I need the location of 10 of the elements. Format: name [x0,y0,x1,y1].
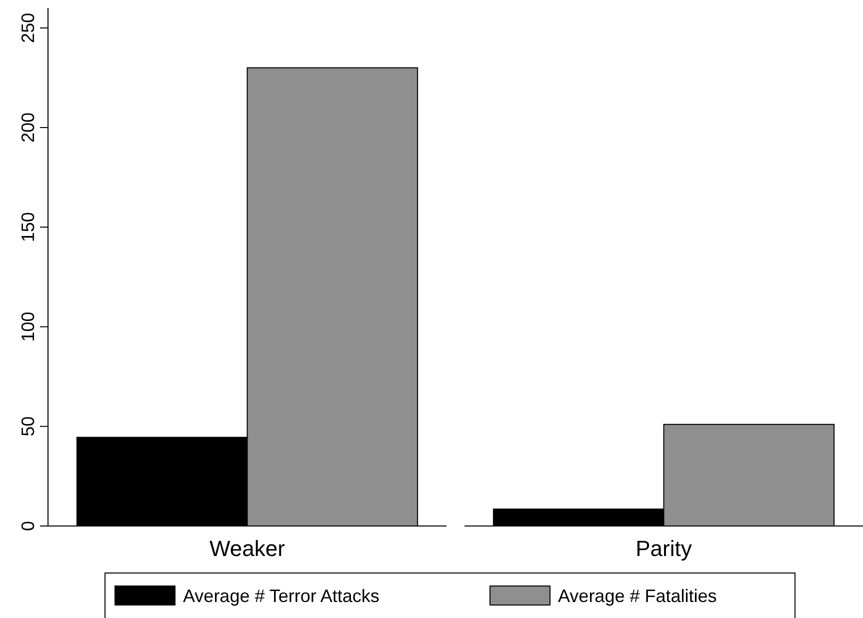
y-tick-label: 150 [18,212,38,242]
y-tick-label: 250 [18,12,38,43]
x-tick-label: Parity [636,536,692,561]
y-tick-label: 200 [18,112,38,143]
x-tick-label: Weaker [210,536,285,561]
y-tick-label: 100 [18,312,38,342]
y-tick-label: 50 [18,416,38,436]
y-tick-label: 0 [18,520,38,532]
legend-label: Average # Terror Attacks [183,586,380,606]
legend-label: Average # Fatalities [558,586,717,606]
